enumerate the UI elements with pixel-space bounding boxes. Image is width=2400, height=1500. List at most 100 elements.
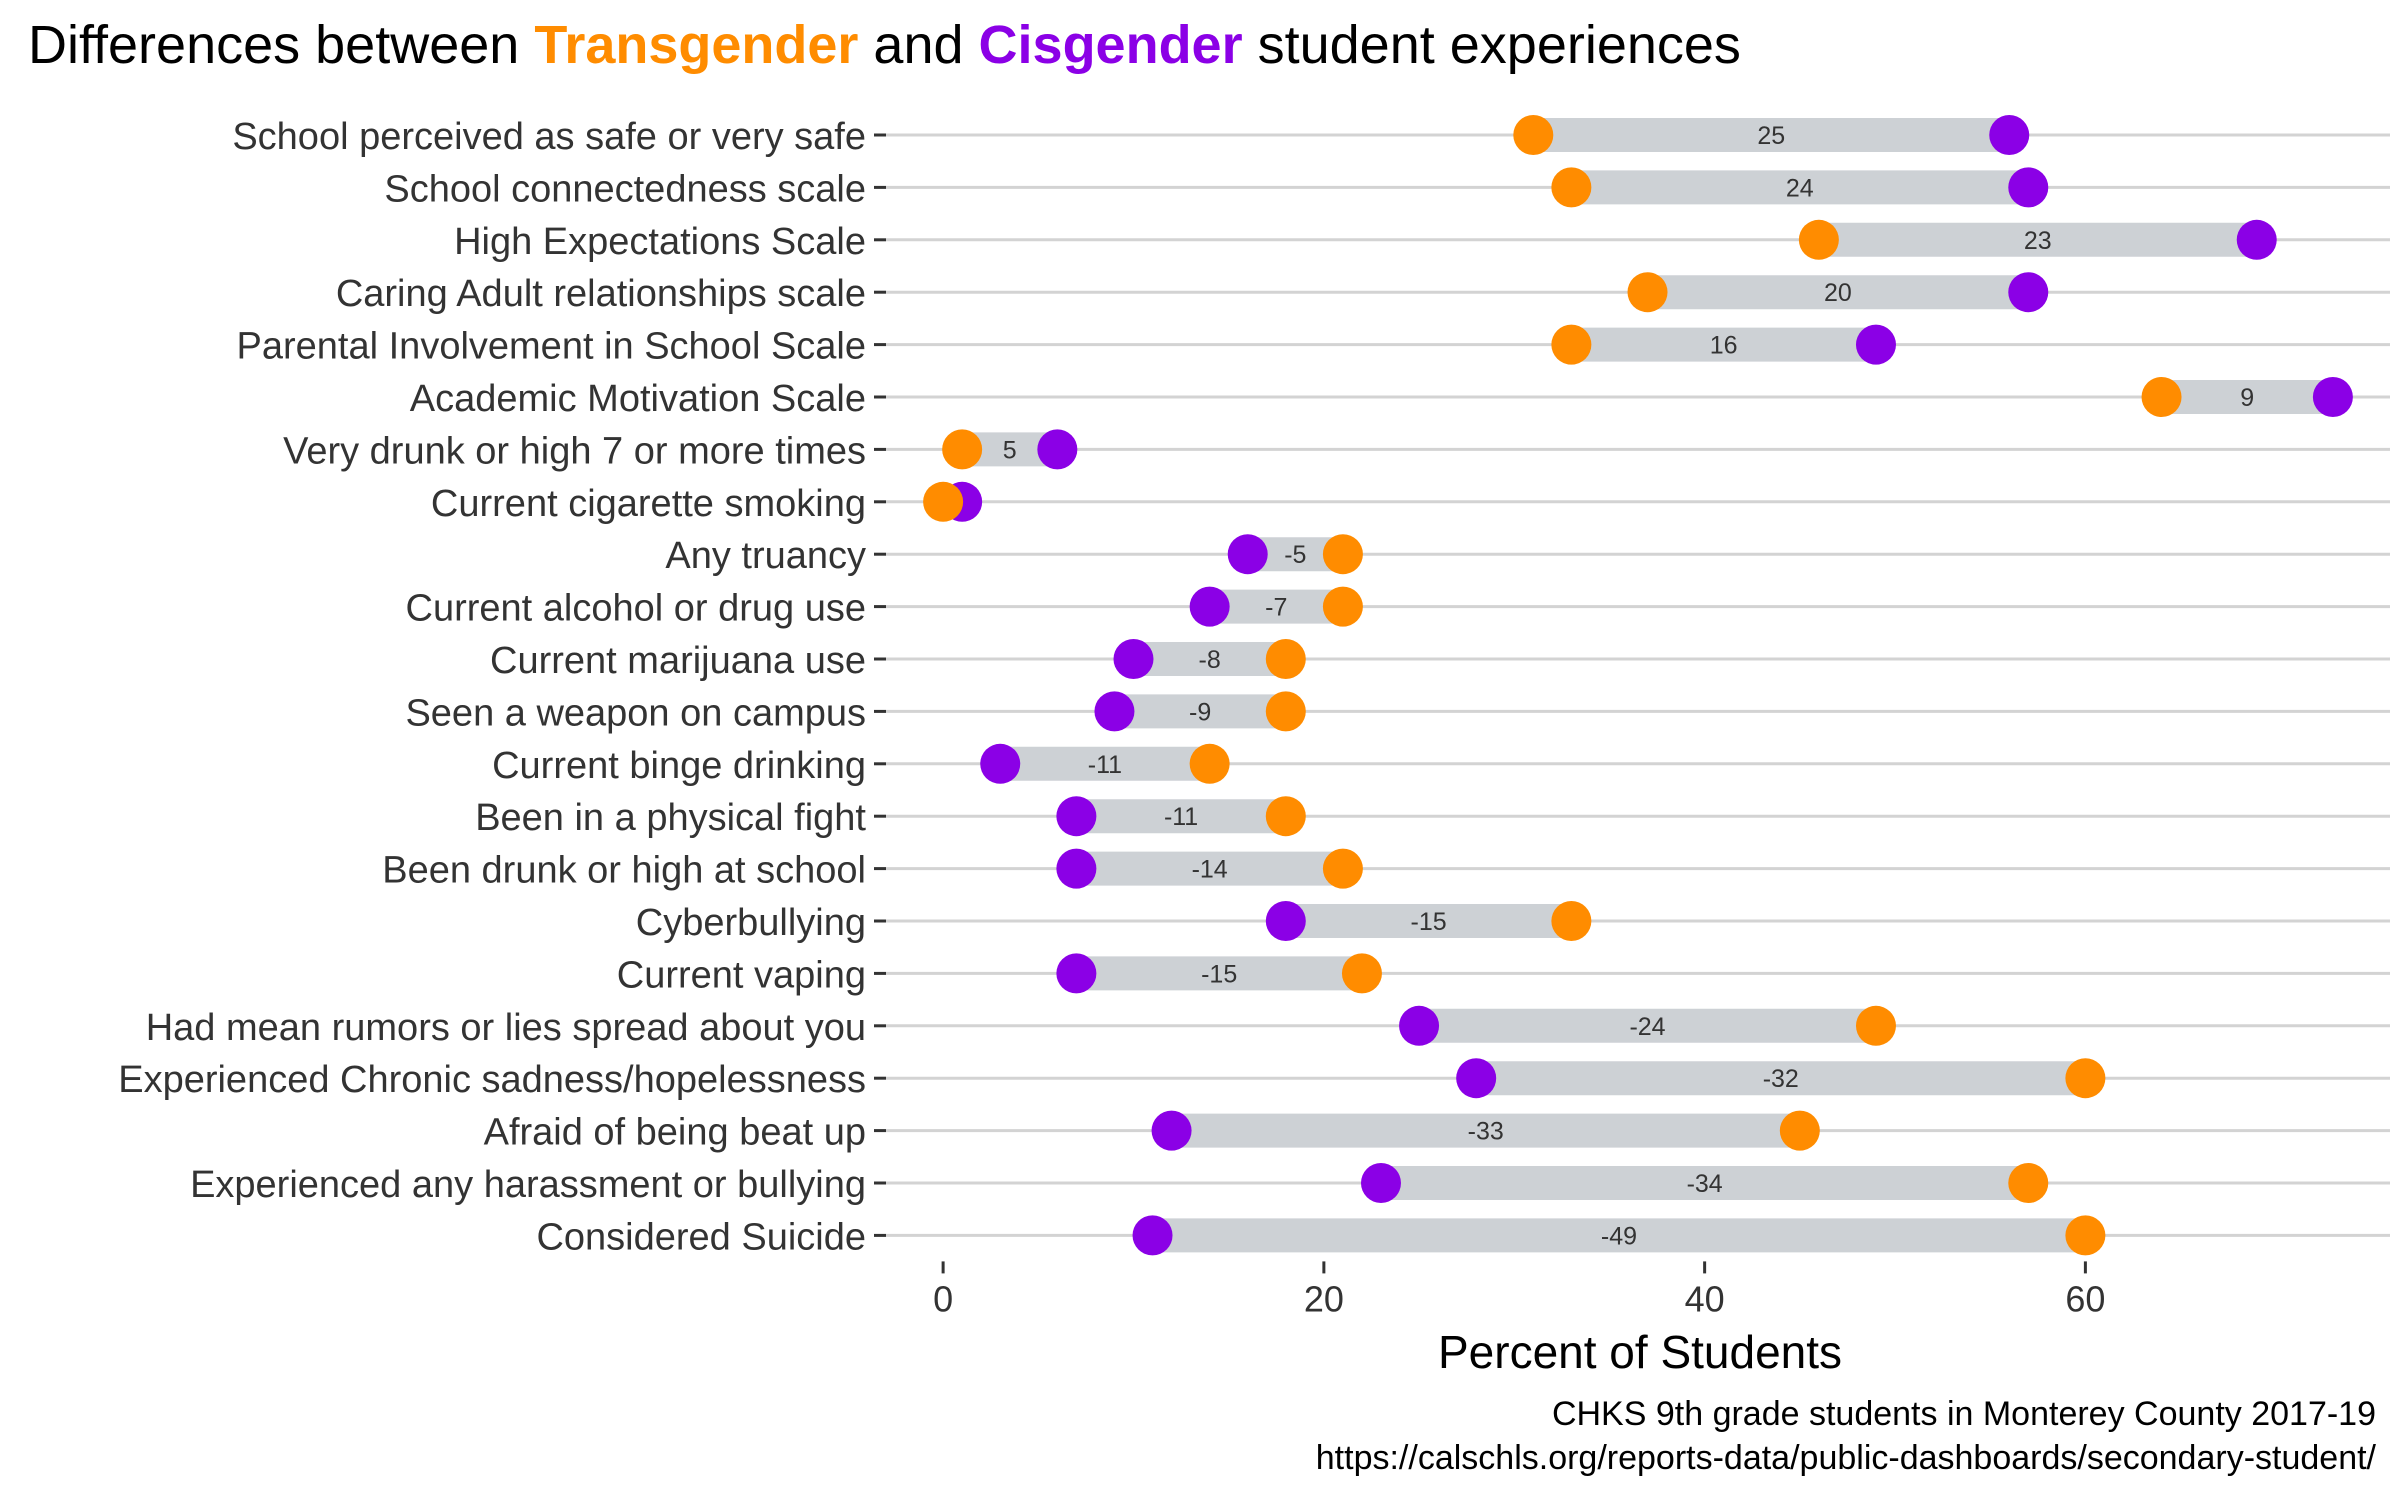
transgender-point: [1265, 796, 1306, 837]
x-tick-label: 20: [1304, 1278, 1344, 1319]
y-axis-label: Experienced any harassment or bullying: [190, 1164, 866, 1206]
caption-url: https://calschls.org/reports-data/public…: [1315, 1439, 2376, 1477]
difference-label: -34: [1687, 1170, 1723, 1198]
cisgender-point: [980, 743, 1021, 784]
cisgender-point: [1189, 586, 1230, 627]
cisgender-point: [1113, 639, 1154, 679]
transgender-point: [1341, 953, 1382, 994]
title-transgender: Transgender: [534, 15, 859, 75]
y-axis-label: Been in a physical fight: [475, 797, 866, 839]
x-axis-label: Percent of Students: [1438, 1326, 1842, 1378]
y-axis-label: Any truancy: [665, 535, 866, 577]
cisgender-point: [2008, 167, 2049, 208]
y-axis-label: Very drunk or high 7 or more times: [283, 430, 866, 472]
chart-caption: CHKS 9th grade students in Monterey Coun…: [1316, 1392, 2376, 1480]
x-axis-ticks: 0 20 40 60: [933, 1261, 2105, 1319]
difference-label: -11: [1088, 751, 1122, 779]
x-tick-label: 60: [2065, 1278, 2105, 1319]
cisgender-point: [1265, 901, 1306, 941]
cisgender-point: [1056, 953, 1097, 994]
y-axis-label: Current marijuana use: [490, 640, 866, 682]
difference-label: -15: [1411, 908, 1447, 936]
transgender-point: [1189, 743, 1230, 784]
y-axis-label: Cyberbullying: [636, 902, 866, 944]
y-axis-label: Current vaping: [617, 954, 866, 996]
y-axis-label: School connectedness scale: [384, 168, 866, 210]
data-points: [923, 115, 2353, 1256]
transgender-point: [1551, 324, 1592, 365]
y-axis-label: Parental Involvement in School Scale: [237, 326, 866, 368]
transgender-point: [1322, 848, 1363, 889]
transgender-point: [1513, 115, 1554, 155]
y-axis-label: Afraid of being beat up: [484, 1112, 866, 1154]
cisgender-point: [1360, 1163, 1401, 1203]
transgender-point: [1322, 586, 1363, 627]
y-axis-label: Had mean rumors or lies spread about you: [146, 1007, 866, 1049]
y-axis-labels: School perceived as safe or very safe Sch…: [118, 116, 866, 1258]
transgender-point: [942, 429, 983, 470]
chart-title: Differences between Transgender and Cisg…: [28, 14, 1741, 76]
difference-label: -7: [1265, 594, 1287, 622]
difference-label: -11: [1164, 803, 1198, 831]
transgender-point: [1265, 691, 1306, 732]
y-axis-label: Considered Suicide: [536, 1216, 866, 1258]
difference-label: 9: [2240, 384, 2254, 412]
title-cisgender: Cisgender: [978, 15, 1243, 75]
y-axis-label: Seen a weapon on campus: [405, 692, 866, 734]
cisgender-point: [1399, 1005, 1440, 1046]
cisgender-point: [2236, 219, 2277, 260]
cisgender-point: [1132, 1215, 1173, 1256]
transgender-point: [2065, 1215, 2106, 1256]
transgender-point: [1265, 639, 1306, 679]
cisgender-point: [1456, 1058, 1497, 1099]
y-axis-label: Been drunk or high at school: [382, 850, 866, 892]
y-axis-label: Current alcohol or drug use: [406, 588, 866, 630]
difference-label: 23: [2024, 227, 2052, 255]
difference-label: 20: [1824, 279, 1852, 307]
y-axis-label: Current binge drinking: [492, 745, 866, 787]
difference-label: -8: [1199, 646, 1221, 674]
transgender-point: [1627, 272, 1668, 313]
transgender-point: [1551, 901, 1592, 941]
y-axis-label: High Expectations Scale: [454, 221, 866, 263]
cisgender-point: [1056, 796, 1097, 837]
cisgender-point: [1151, 1110, 1192, 1151]
x-tick-label: 40: [1685, 1278, 1725, 1319]
difference-label: 25: [1757, 122, 1785, 150]
cisgender-point: [1056, 848, 1097, 889]
difference-label: 24: [1786, 174, 1814, 202]
cisgender-point: [2312, 377, 2353, 417]
y-axis-label: Caring Adult relationships scale: [336, 273, 866, 315]
title-part-1: Differences between: [28, 15, 535, 75]
y-axis-label: Academic Motivation Scale: [410, 378, 866, 420]
transgender-point: [1798, 219, 1839, 260]
transgender-point: [2141, 377, 2182, 417]
difference-label: -15: [1201, 960, 1237, 988]
difference-segments: [943, 118, 2333, 1253]
title-part-3: and: [858, 15, 979, 75]
transgender-point: [1322, 534, 1363, 575]
y-axis-label: School perceived as safe or very safe: [232, 116, 866, 158]
transgender-point: [2065, 1058, 2106, 1099]
difference-label: -24: [1629, 1013, 1665, 1041]
transgender-point: [1855, 1005, 1896, 1046]
cisgender-point: [1094, 691, 1135, 732]
transgender-point: [923, 481, 964, 522]
title-part-5: student experiences: [1242, 15, 1741, 75]
difference-labels: 2524232016951-5-7-8-9-11-11-14-15-15-24-…: [946, 122, 2254, 1250]
difference-label: -14: [1192, 856, 1228, 884]
difference-label: -5: [1284, 541, 1306, 569]
cisgender-point: [1989, 115, 2030, 155]
y-axis-label: Experienced Chronic sadness/hopelessness: [118, 1059, 866, 1101]
difference-label: -49: [1601, 1222, 1637, 1250]
transgender-point: [1551, 167, 1592, 208]
difference-label: 5: [1003, 436, 1017, 464]
difference-label: -32: [1763, 1065, 1799, 1093]
cisgender-point: [1227, 534, 1268, 575]
difference-label: 16: [1710, 332, 1738, 360]
cisgender-point: [1855, 324, 1896, 365]
cisgender-point: [2008, 272, 2049, 313]
transgender-point: [2008, 1163, 2049, 1203]
difference-label: -33: [1468, 1118, 1504, 1146]
